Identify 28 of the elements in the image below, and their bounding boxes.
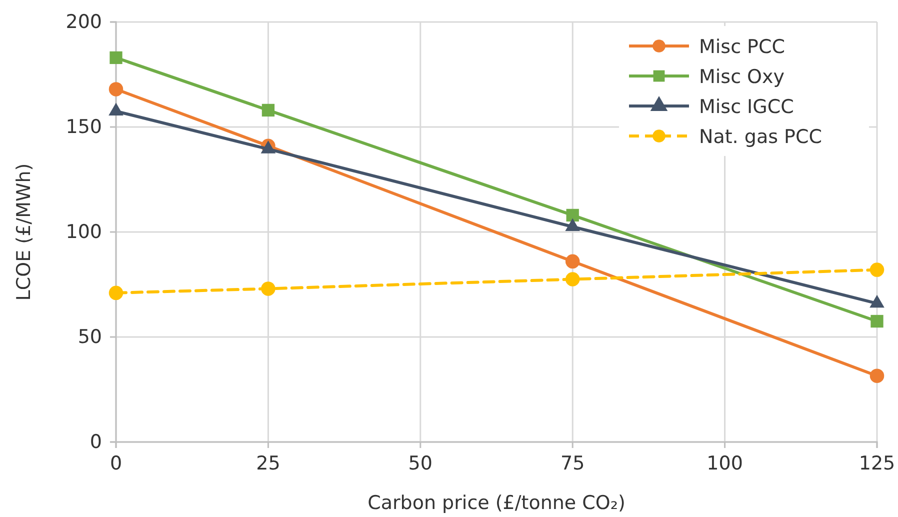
point xyxy=(870,314,884,328)
x-tick-label: 50 xyxy=(408,452,432,474)
x-tick-label: 125 xyxy=(858,452,896,474)
y-axis-title: LCOE (£/MWh) xyxy=(13,163,35,301)
x-tick-label: 0 xyxy=(110,452,122,474)
x-axis-title: Carbon price (£/tonne CO₂) xyxy=(368,492,626,514)
legend-label: Misc PCC xyxy=(699,36,786,58)
point xyxy=(110,51,122,64)
point xyxy=(262,104,275,117)
point xyxy=(870,262,884,277)
x-tick-label: 25 xyxy=(256,452,280,474)
y-tick-label: 200 xyxy=(66,11,102,34)
legend-label: Misc IGCC xyxy=(699,96,794,118)
point xyxy=(108,286,124,300)
point xyxy=(870,368,884,383)
y-tick-label: 0 xyxy=(90,431,102,454)
point xyxy=(566,208,579,222)
point xyxy=(565,254,580,269)
point xyxy=(261,282,276,296)
point xyxy=(565,272,580,286)
y-tick-label: 100 xyxy=(66,221,102,244)
point xyxy=(108,82,124,96)
y-tick-label: 150 xyxy=(66,116,102,138)
y-tick-label: 50 xyxy=(78,326,102,348)
legend-label: Misc Oxy xyxy=(699,66,784,88)
x-tick-label: 100 xyxy=(706,452,743,474)
legend-label: Nat. gas PCC xyxy=(699,126,822,148)
x-tick-label: 75 xyxy=(560,452,585,474)
